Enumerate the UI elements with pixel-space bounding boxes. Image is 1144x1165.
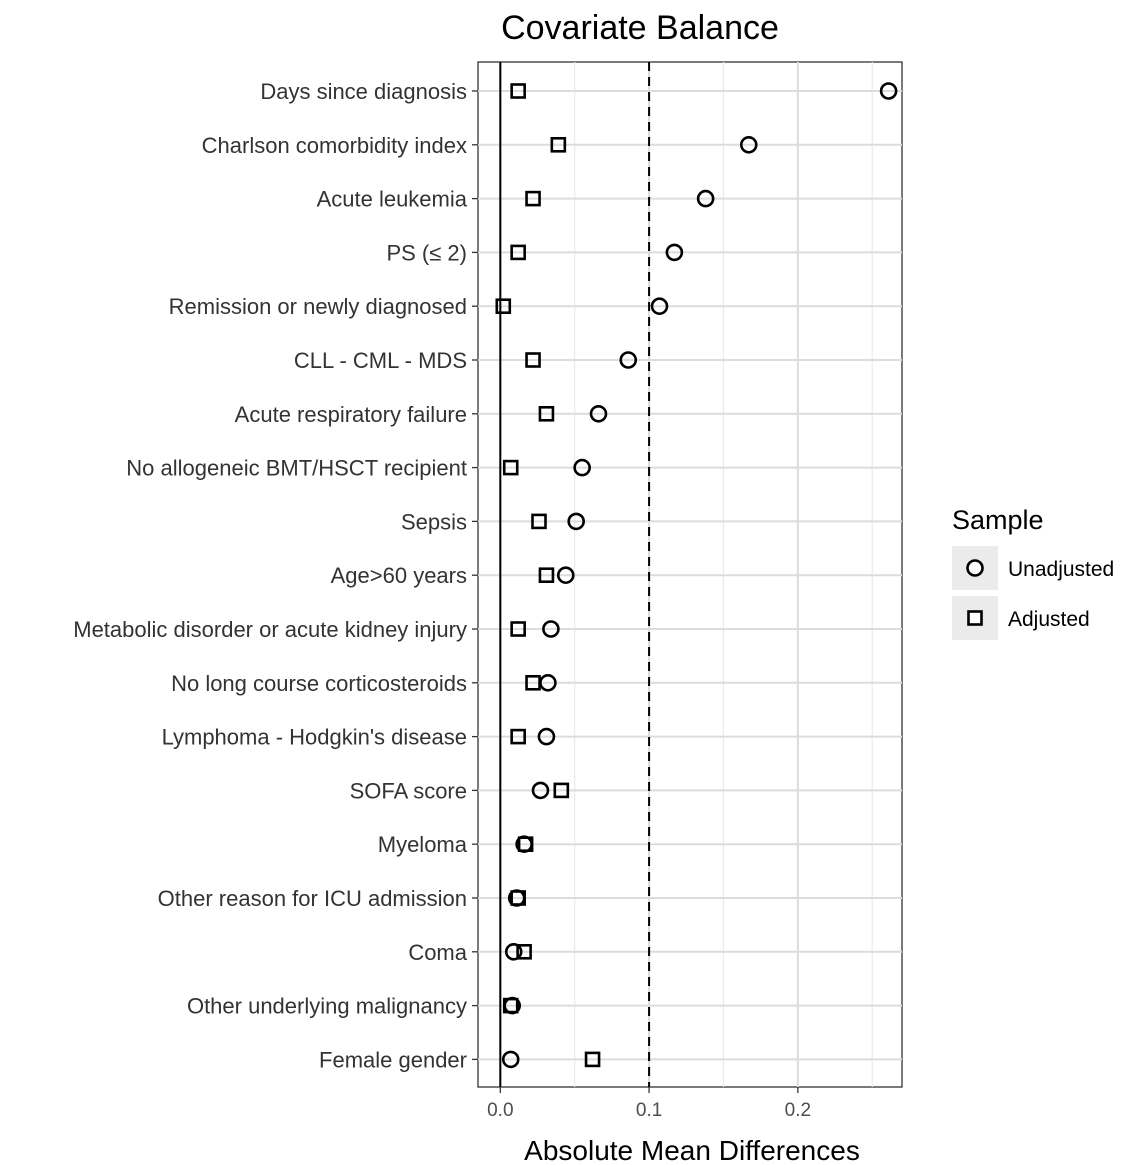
point-adjusted <box>553 782 570 799</box>
point-adjusted <box>502 459 519 476</box>
category-label: PS (≤ 2) <box>386 240 467 265</box>
category-label: Days since diagnosis <box>260 79 467 104</box>
category-label: SOFA score <box>350 778 467 803</box>
category-label: No long course corticosteroids <box>171 671 467 696</box>
point-adjusted <box>510 621 526 637</box>
point-adjusted <box>525 190 541 207</box>
point-unadjusted <box>589 404 608 423</box>
legend-label-unadjusted: Unadjusted <box>1008 558 1114 581</box>
point-adjusted <box>517 836 534 853</box>
category-label: Coma <box>408 940 467 965</box>
category-label: Other reason for ICU admission <box>158 886 467 911</box>
x-tick-label: 0.0 <box>487 1100 513 1121</box>
x-tick-label: 0.1 <box>636 1100 662 1121</box>
point-adjusted <box>510 728 526 745</box>
point-unadjusted <box>556 566 575 585</box>
category-label: CLL - CML - MDS <box>294 348 467 373</box>
point-unadjusted <box>573 458 591 477</box>
point-adjusted <box>516 943 532 960</box>
x-axis: 0.0 0.1 0.2 <box>487 1087 811 1121</box>
x-tick-label: 0.2 <box>785 1100 811 1121</box>
point-unadjusted <box>665 243 684 262</box>
point-adjusted <box>525 674 541 691</box>
point-adjusted <box>531 513 547 530</box>
y-axis-ticks <box>472 90 478 1061</box>
chart-title: Covariate Balance <box>501 9 779 47</box>
x-axis-title: Absolute Mean Differences <box>524 1135 860 1165</box>
point-unadjusted <box>501 1050 520 1069</box>
point-unadjusted <box>504 942 523 961</box>
point-unadjusted <box>650 297 669 316</box>
point-adjusted <box>510 83 526 99</box>
legend-square-icon <box>967 610 983 626</box>
point-unadjusted <box>696 189 715 208</box>
category-label: Metabolic disorder or acute kidney injur… <box>73 617 467 642</box>
point-adjusted <box>502 997 519 1014</box>
point-unadjusted <box>739 136 758 154</box>
point-adjusted <box>584 1051 601 1068</box>
legend-circle-icon <box>966 559 984 577</box>
point-unadjusted <box>531 781 550 800</box>
category-label: No allogeneic BMT/HSCT recipient <box>126 456 467 481</box>
category-label: Age>60 years <box>331 563 467 588</box>
point-adjusted <box>550 137 567 153</box>
point-adjusted <box>538 405 555 422</box>
point-adjusted <box>538 567 555 584</box>
category-label: Sepsis <box>401 509 467 534</box>
category-label: Remission or newly diagnosed <box>169 294 467 319</box>
category-label: Lymphoma - Hodgkin's disease <box>162 725 467 750</box>
point-adjusted <box>510 244 526 261</box>
point-unadjusted <box>567 512 585 531</box>
data-points <box>495 82 898 1069</box>
category-label: Female gender <box>319 1047 467 1072</box>
point-adjusted <box>495 298 512 315</box>
point-unadjusted <box>542 620 560 638</box>
point-adjusted <box>525 352 541 368</box>
category-label: Other underlying malignancy <box>187 994 467 1019</box>
point-unadjusted <box>619 351 638 369</box>
category-label: Acute leukemia <box>317 187 468 212</box>
category-label: Charlson comorbidity index <box>202 133 467 158</box>
point-unadjusted <box>537 727 556 746</box>
legend-label-adjusted: Adjusted <box>1008 608 1090 631</box>
legend-title: Sample <box>952 505 1044 535</box>
point-adjusted <box>510 890 526 906</box>
category-label: Acute respiratory failure <box>235 402 467 427</box>
category-label: Myeloma <box>378 832 468 857</box>
point-unadjusted <box>879 82 898 100</box>
legend: Sample Unadjusted Adjusted <box>952 505 1114 640</box>
y-axis-labels: Days since diagnosis Charlson comorbidity… <box>73 79 468 1072</box>
grid-lines <box>478 62 902 1087</box>
